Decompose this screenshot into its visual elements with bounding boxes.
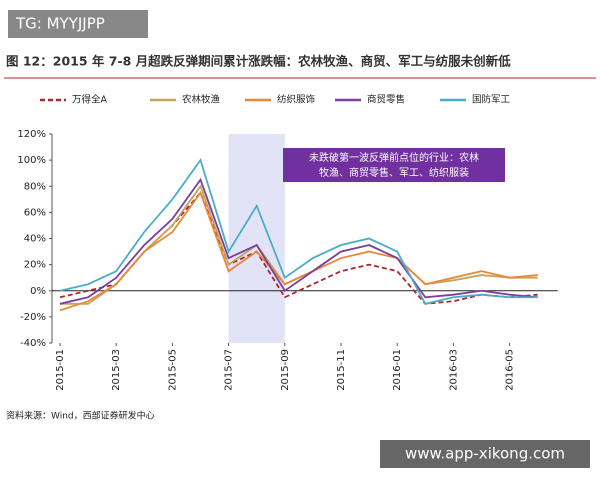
source: 资料来源：Wind，西部证券研发中心 — [6, 410, 155, 422]
annotation: 牧渔、商贸零售、军工、纺织服装 — [319, 166, 469, 179]
legend-label: 商贸零售 — [367, 94, 405, 106]
series-line — [60, 184, 538, 305]
watermark: www.app-xikong.com — [405, 445, 565, 463]
highlight-band — [228, 134, 285, 343]
watermark-box — [8, 10, 148, 38]
series-line — [59, 158, 538, 305]
legend-label: 纺织服饰 — [277, 94, 315, 106]
legend-label: 农林牧渔 — [182, 94, 221, 106]
watermark: TG: MYYJJPP — [15, 15, 105, 33]
y-tick-label: 60% — [24, 207, 46, 218]
y-tick-label: 0% — [30, 286, 46, 297]
y-tick-label: 100% — [17, 155, 46, 166]
x-tick-label: 2015-09 — [280, 349, 291, 391]
x-tick-label: 2015-11 — [336, 349, 347, 391]
legend-label: 国防军工 — [472, 94, 511, 106]
y-tick-label: 40% — [24, 234, 46, 245]
legend-label: 万得全A — [72, 94, 108, 106]
y-tick-label: -20% — [20, 312, 46, 323]
x-tick-label: 2016-03 — [448, 349, 459, 391]
x-tick-label: 2015-05 — [167, 349, 178, 391]
y-tick-label: 20% — [24, 260, 46, 271]
x-tick-label: 2016-05 — [505, 349, 516, 391]
x-tick-label: 2015-03 — [111, 349, 122, 391]
chart-title: 图 12：2015 年 7-8 月超跌反弹期间累计涨跌幅：农林牧渔、商贸、军工与… — [6, 54, 511, 69]
annotation-box — [283, 148, 505, 182]
y-tick-label: 80% — [24, 181, 46, 192]
series-line — [59, 177, 538, 305]
series-line — [59, 190, 538, 312]
x-tick-label: 2015-07 — [224, 349, 235, 391]
watermark-box — [380, 440, 590, 468]
series-line — [59, 191, 538, 305]
annotation: 未跌破第一波反弹前点位的行业：农林 — [309, 151, 479, 164]
x-tick-label: 2016-01 — [392, 349, 403, 391]
y-tick-label: 120% — [17, 129, 46, 140]
y-tick-label: -40% — [20, 338, 46, 349]
x-tick-label: 2015-01 — [55, 349, 66, 391]
